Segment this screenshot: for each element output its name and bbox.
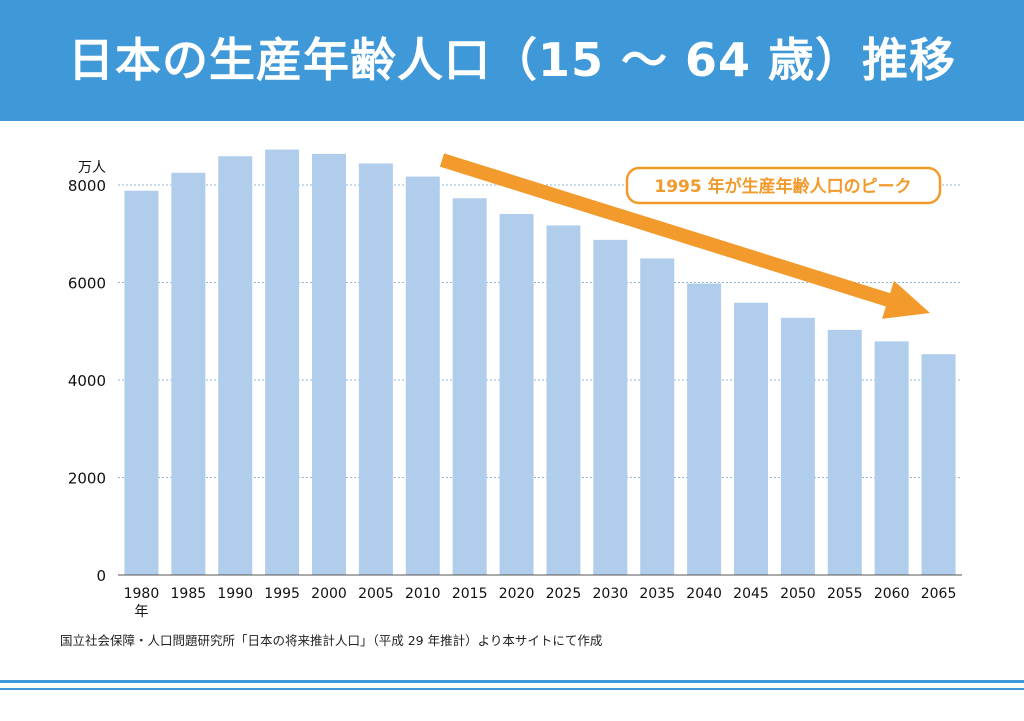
x-tick-label: 2000 [311, 586, 347, 602]
bar [827, 329, 862, 575]
x-tick-label: 1990 [217, 586, 253, 602]
bar [780, 317, 815, 575]
x-tick-label: 1985 [171, 586, 207, 602]
bar [921, 354, 956, 575]
x-tick-label: 2060 [874, 586, 910, 602]
bar [358, 163, 393, 575]
x-tick-label: 2035 [639, 586, 675, 602]
x-tick-label: 2005 [358, 586, 394, 602]
x-tick-label: 2010 [405, 586, 441, 602]
x-tick-label: 1995 [264, 586, 300, 602]
bar [687, 283, 722, 575]
page-title: 日本の生産年齢人口（15 ～ 64 歳）推移 [67, 33, 957, 87]
bar [218, 156, 253, 576]
header-bar [0, 0, 1024, 121]
source-note: 国立社会保障・人口問題研究所「日本の将来推計人口」（平成 29 年推計）より本サ… [60, 633, 603, 648]
footer-divider-thin [0, 688, 1024, 690]
bar [452, 198, 487, 575]
x-tick-label: 2045 [733, 586, 769, 602]
trend-arrow-shaft [439, 153, 893, 308]
y-tick-label: 6000 [68, 275, 106, 293]
bar [124, 190, 159, 576]
bar [734, 302, 768, 575]
annotation-box [625, 166, 942, 205]
y-axis-unit: 万人 [78, 160, 106, 176]
bar [640, 258, 675, 575]
footer-divider [0, 680, 1024, 683]
trend-arrow-head [882, 280, 930, 319]
bar [265, 149, 300, 576]
bar [171, 172, 206, 576]
bar [312, 153, 346, 575]
annotation-text: 1995 年が生産年齢人口のピーク [654, 176, 911, 197]
x-tick-label: 1980 [124, 586, 160, 602]
x-tick-label: 2025 [546, 586, 582, 602]
x-tick-label: 2020 [499, 586, 535, 602]
x-tick-label: 2030 [593, 586, 629, 602]
bar [499, 213, 534, 575]
x-tick-label: 2065 [921, 586, 957, 602]
bar [405, 176, 440, 575]
x-axis-unit: 年 [134, 604, 148, 620]
bar [593, 239, 628, 575]
x-tick-label: 2015 [452, 586, 488, 602]
x-tick-label: 2040 [686, 586, 722, 602]
y-tick-label: 8000 [68, 177, 106, 195]
bar [546, 225, 581, 575]
x-tick-label: 2050 [780, 586, 816, 602]
y-tick-label: 4000 [68, 372, 106, 390]
y-tick-label: 0 [96, 567, 106, 585]
x-tick-label: 2055 [827, 586, 863, 602]
bar [874, 341, 909, 575]
y-tick-label: 2000 [68, 470, 106, 488]
